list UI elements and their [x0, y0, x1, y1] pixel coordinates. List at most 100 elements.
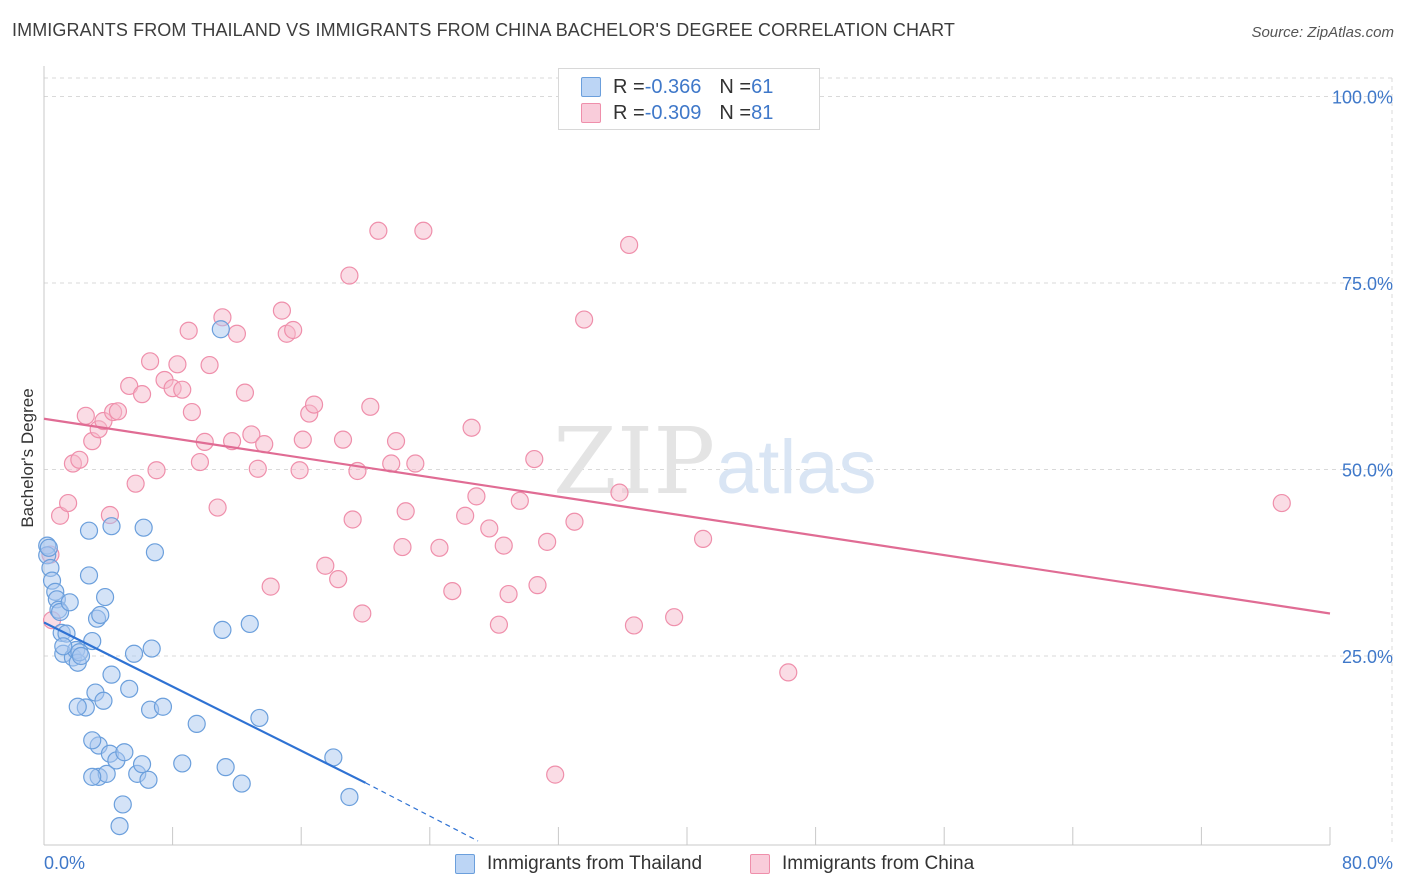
china-point — [462, 418, 481, 437]
legend-row-thailand: R = -0.366 N = 61 — [581, 74, 773, 100]
china-point — [235, 383, 255, 402]
bottom-legend-label-china: Immigrants from China — [782, 853, 975, 874]
watermark-zip: ZIP — [553, 408, 715, 515]
china-point — [494, 536, 513, 555]
thailand-point — [187, 714, 206, 733]
china-point — [620, 235, 639, 255]
china-point — [546, 765, 565, 784]
legend-r-value: -0.366 — [644, 75, 702, 98]
china-point — [182, 402, 201, 422]
bottom-legend-thailand: Immigrants from Thailand — [455, 852, 702, 876]
thailand-point — [79, 521, 99, 540]
china-point — [248, 459, 267, 478]
thailand-point — [83, 767, 102, 786]
china-points — [41, 221, 1291, 784]
thailand-point — [132, 755, 152, 774]
china-point — [126, 474, 145, 493]
china-point — [353, 604, 372, 623]
watermark-atlas: atlas — [716, 425, 877, 510]
thailand-point — [232, 774, 251, 793]
legend-n-value: 61 — [751, 75, 774, 98]
bottom-legend-swatch-thailand — [455, 854, 475, 874]
legend-swatch-china — [581, 103, 601, 123]
china-point — [208, 498, 227, 517]
y-tick-label: 25.0% — [1342, 647, 1393, 667]
china-point — [333, 430, 353, 449]
thailand-point — [250, 708, 269, 728]
china-point — [528, 576, 547, 595]
chart-title: IMMIGRANTS FROM THAILAND VS IMMIGRANTS F… — [12, 20, 956, 40]
tick-labels: 25.0% 50.0% 75.0% 100.0% 0.0% 80.0% — [44, 88, 1393, 874]
china-point — [369, 221, 388, 240]
thailand-trend-line — [43, 621, 366, 784]
bottom-legend-swatch-china — [750, 854, 770, 874]
legend-swatch-thailand — [581, 77, 601, 97]
china-point — [456, 506, 475, 525]
y-tick-label: 75.0% — [1342, 274, 1393, 294]
china-point — [499, 584, 518, 604]
thailand-point — [60, 593, 79, 612]
legend-r-label: R = — [613, 101, 645, 124]
axes — [43, 66, 1331, 846]
china-point — [340, 266, 359, 285]
thailand-point — [83, 731, 102, 750]
china-point — [343, 510, 362, 529]
y-tick-label: 100.0% — [1332, 88, 1393, 108]
china-point — [190, 452, 210, 472]
china-point — [59, 493, 78, 513]
china-point — [575, 310, 594, 329]
china-point — [525, 449, 544, 469]
thailand-point — [213, 620, 232, 639]
thailand-point — [173, 754, 192, 773]
china-point — [179, 321, 198, 340]
china-point — [665, 608, 684, 627]
china-point — [70, 450, 89, 469]
thailand-point — [102, 517, 121, 536]
china-point — [120, 376, 139, 396]
thailand-point — [240, 614, 259, 634]
china-point — [147, 461, 166, 480]
thailand-point — [211, 320, 230, 339]
trend-lines — [43, 417, 1331, 842]
thailand-point — [120, 679, 139, 698]
china-trend-line — [43, 417, 1331, 615]
china-point — [272, 301, 292, 320]
thailand-point — [142, 639, 161, 658]
thailand-point — [139, 770, 158, 789]
china-point — [1272, 493, 1291, 513]
thailand-point — [216, 758, 235, 777]
china-point — [467, 487, 486, 506]
china-point — [293, 430, 312, 449]
thailand-point — [153, 697, 173, 716]
thailand-point — [113, 795, 132, 814]
thailand-point — [134, 518, 153, 537]
china-point — [168, 355, 187, 374]
legend-row-china: R = -0.309 N = 81 — [581, 100, 773, 126]
thailand-point — [340, 787, 359, 807]
y-tick-label: 50.0% — [1342, 461, 1393, 481]
china-point — [386, 432, 406, 451]
thailand-point — [110, 816, 129, 836]
china-point — [329, 570, 348, 589]
legend-n-label: N = — [719, 75, 752, 98]
china-point — [200, 355, 219, 375]
source-credit: Source: ZipAtlas.com — [1251, 24, 1394, 41]
legend-n-value: 81 — [751, 101, 774, 124]
thailand-point — [145, 543, 165, 562]
china-point — [261, 577, 280, 596]
china-point — [222, 432, 242, 451]
china-point — [242, 425, 261, 444]
china-point — [430, 538, 449, 557]
china-point — [480, 519, 499, 538]
china-point — [140, 352, 160, 371]
thailand-point — [39, 538, 58, 557]
thailand-point — [68, 697, 87, 716]
x-tick-label: 80.0% — [1342, 853, 1393, 873]
thailand-point — [54, 637, 73, 656]
china-point — [489, 615, 509, 634]
china-point — [565, 512, 584, 531]
china-point — [414, 221, 433, 240]
thailand-point — [124, 644, 144, 663]
thailand-trend-extension — [365, 782, 479, 842]
